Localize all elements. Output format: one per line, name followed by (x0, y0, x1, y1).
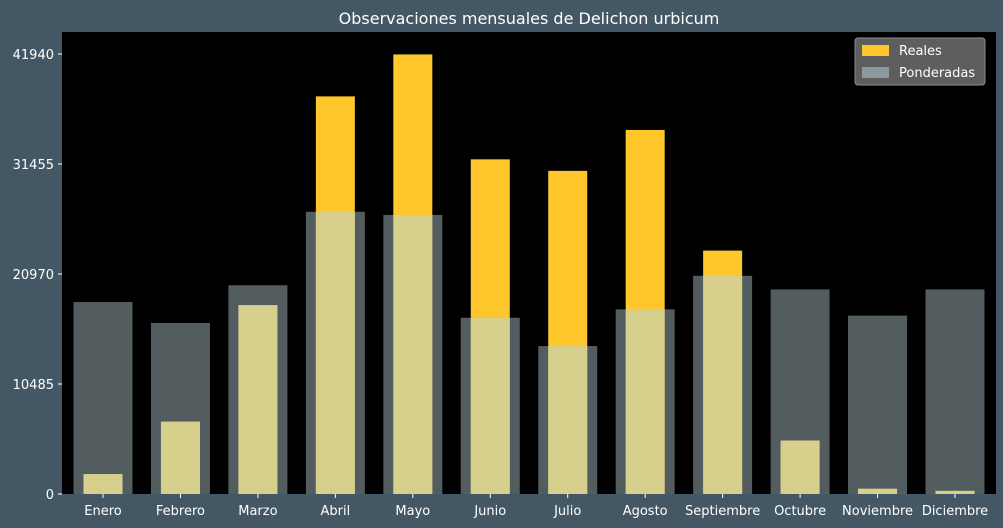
legend: Reales Ponderadas (854, 37, 986, 86)
x-tick-label-noviembre: Noviembre (842, 504, 913, 519)
bar-ponderadas-noviembre (848, 315, 908, 494)
bar-overlap-octubre (780, 440, 820, 494)
bar-overlap-febrero (160, 421, 200, 494)
axes: Enero Febrero Marzo Abril Mayo Junio Julio Agos… (13, 48, 989, 519)
bar-overlap-julio (548, 346, 588, 494)
x-tick-label-febrero: Febrero (156, 504, 205, 519)
bar-ponderadas-diciembre (925, 289, 985, 494)
legend-swatch-reales (862, 45, 889, 56)
bar-overlap-septiembre (703, 275, 743, 494)
x-tick-label-marzo: Marzo (238, 504, 277, 519)
bar-overlap-agosto (625, 309, 665, 494)
x-tick-label-julio: Julio (553, 504, 581, 519)
bars (73, 54, 985, 495)
chart-title: Observaciones mensuales de Delichon urbi… (339, 9, 720, 28)
bar-overlap-junio (470, 317, 510, 494)
bar-overlap-abril (315, 211, 355, 495)
y-tick-label-0: 0 (46, 488, 54, 503)
bar-overlap-diciembre (935, 490, 975, 494)
legend-label-reales: Reales (899, 44, 942, 59)
x-tick-label-enero: Enero (84, 504, 122, 519)
y-tick-label-2: 20970 (13, 268, 54, 283)
bar-ponderadas-enero (73, 302, 133, 494)
bar-overlap-mayo (393, 214, 433, 494)
x-tick-label-abril: Abril (321, 504, 351, 519)
x-tick-label-septiembre: Septiembre (685, 504, 760, 519)
x-tick-label-junio: Junio (473, 504, 506, 519)
x-tick-label-octubre: Octubre (774, 504, 826, 519)
legend-label-ponderadas: Ponderadas (899, 66, 975, 81)
bar-overlap-marzo (238, 305, 278, 494)
x-tick-label-diciembre: Diciembre (922, 504, 988, 519)
bar-overlap-enero (83, 474, 123, 494)
y-tick-label-3: 31455 (13, 158, 54, 173)
y-tick-label-4: 41940 (13, 48, 54, 63)
bar-overlap-noviembre (858, 488, 898, 494)
x-tick-label-mayo: Mayo (395, 504, 430, 519)
x-tick-label-agosto: Agosto (623, 504, 668, 519)
plot-area (62, 32, 996, 494)
legend-swatch-ponderadas (862, 67, 889, 78)
y-tick-label-1: 10485 (13, 378, 54, 393)
